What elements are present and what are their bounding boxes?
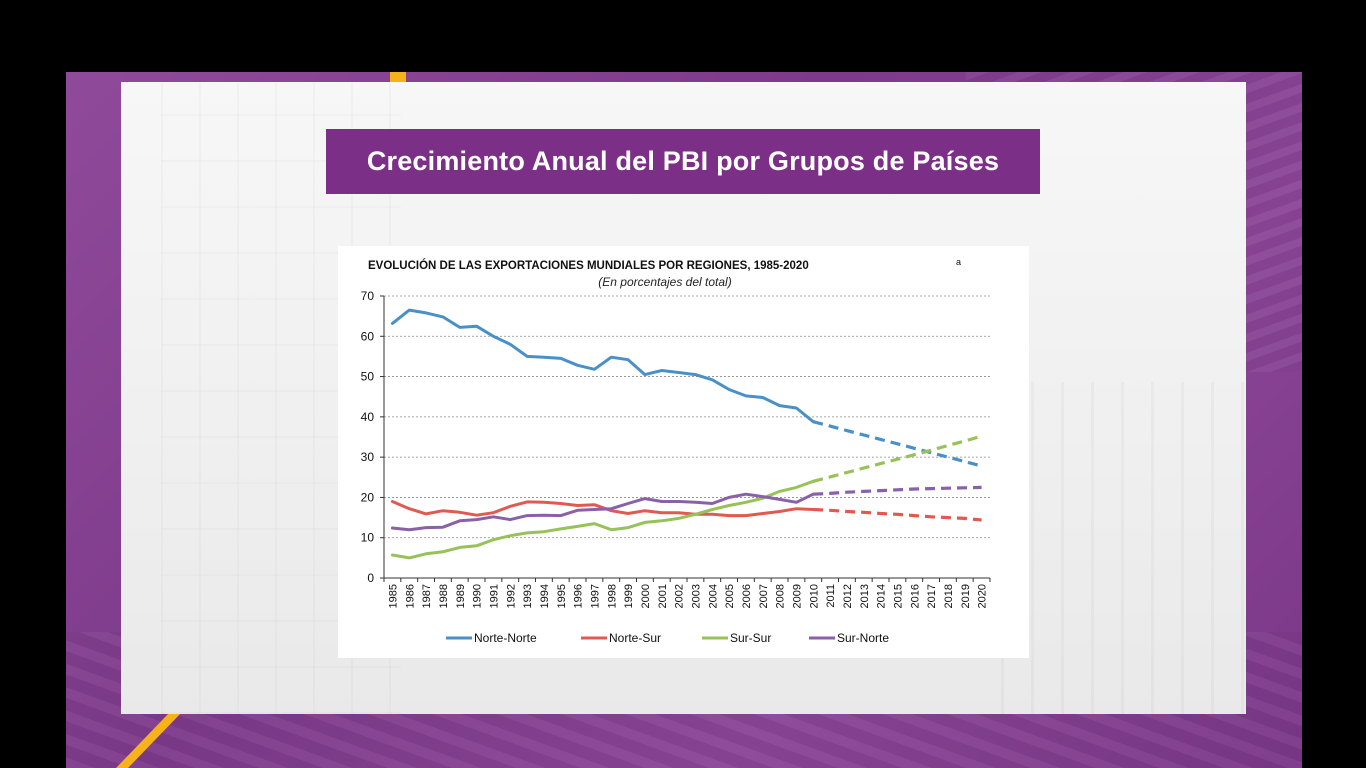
x-tick-label: 2010 [808,584,820,608]
x-tick-label: 1988 [438,584,450,608]
legend-label: Sur-Norte [837,631,889,645]
x-tick-label: 2007 [758,584,770,608]
x-tick-label: 2011 [825,584,837,608]
x-tick-label: 1985 [387,584,399,608]
x-tick-label: 1986 [404,584,416,608]
x-tick-label: 2004 [707,584,719,608]
x-tick-label: 1989 [455,584,467,608]
x-tick-label: 2015 [892,584,904,608]
y-tick-label: 40 [361,410,375,424]
y-tick-label: 30 [361,450,375,464]
background-texture [1001,382,1246,714]
grid [384,295,990,539]
x-tick-label: 2002 [674,584,686,608]
x-tick-label: 2012 [842,584,854,608]
legend-label: Sur-Sur [730,631,771,645]
title-box: Crecimiento Anual del PBI por Grupos de … [326,129,1040,194]
series-projection-norte-sur [813,507,982,522]
y-tick-label: 10 [361,531,375,545]
series-line-sur-sur [390,479,815,560]
y-tick-label: 20 [361,490,375,504]
axes: 0 10 20 30 40 50 60 70 1985 1986 1987 1988 1989 1990 1… [361,289,991,608]
x-tick-label: 2000 [640,584,652,608]
series-line-norte-norte [390,308,815,424]
x-tick-label: 2005 [724,584,736,608]
x-tick-label: 1990 [472,584,484,608]
series-projection-sur-norte [813,485,982,496]
y-tick-label: 70 [361,289,375,303]
x-tick-label: 2003 [690,584,702,608]
x-tick-label: 2009 [791,584,803,608]
x-tick-label: 2013 [859,584,871,608]
x-tick-label: 1987 [421,584,433,608]
chart-subtitle: (En porcentajes del total) [598,275,731,289]
x-tick-label: 2016 [909,584,921,608]
x-tick-label: 1991 [488,584,500,608]
x-tick-label: 2001 [657,584,669,608]
x-tick-label: 1995 [556,584,568,608]
x-tick-label: 2017 [926,584,938,608]
series-line-sur-norte [390,492,815,532]
chart-title: EVOLUCIÓN DE LAS EXPORTACIONES MUNDIALES… [368,259,809,272]
x-tick-label: 2018 [943,584,955,608]
accent-stripe [116,712,186,768]
chart-title-superscript: a [956,257,961,267]
chart-card: EVOLUCIÓN DE LAS EXPORTACIONES MUNDIALES… [338,246,1029,658]
x-tick-label: 1993 [522,584,534,608]
series-group [390,308,983,560]
legend-label: Norte-Sur [609,631,661,645]
y-tick-label: 0 [367,571,374,585]
x-tick-label: 1994 [539,584,551,608]
x-tick-label: 1992 [505,584,517,608]
series-projection-norte-norte [812,420,983,468]
series-projection-sur-sur [812,434,983,483]
legend: Norte-Norte Norte-Sur Sur-Sur Sur-Norte [446,631,889,645]
x-tick-label: 1997 [589,584,601,608]
x-tick-label: 1999 [623,584,635,608]
legend-label: Norte-Norte [474,631,537,645]
x-tick-label: 2006 [741,584,753,608]
slide-title: Crecimiento Anual del PBI por Grupos de … [366,146,1000,176]
y-tick-label: 60 [361,329,375,343]
x-tick-label: 2008 [775,584,787,608]
x-tick-label: 2020 [977,584,989,608]
x-tick-label: 2014 [876,584,888,608]
x-tick-label: 1996 [573,584,585,608]
accent-bar [390,72,406,82]
line-chart: EVOLUCIÓN DE LAS EXPORTACIONES MUNDIALES… [361,257,991,645]
x-tick-label: 1998 [606,584,618,608]
x-tick-label: 2019 [960,584,972,608]
y-tick-label: 50 [361,370,375,384]
